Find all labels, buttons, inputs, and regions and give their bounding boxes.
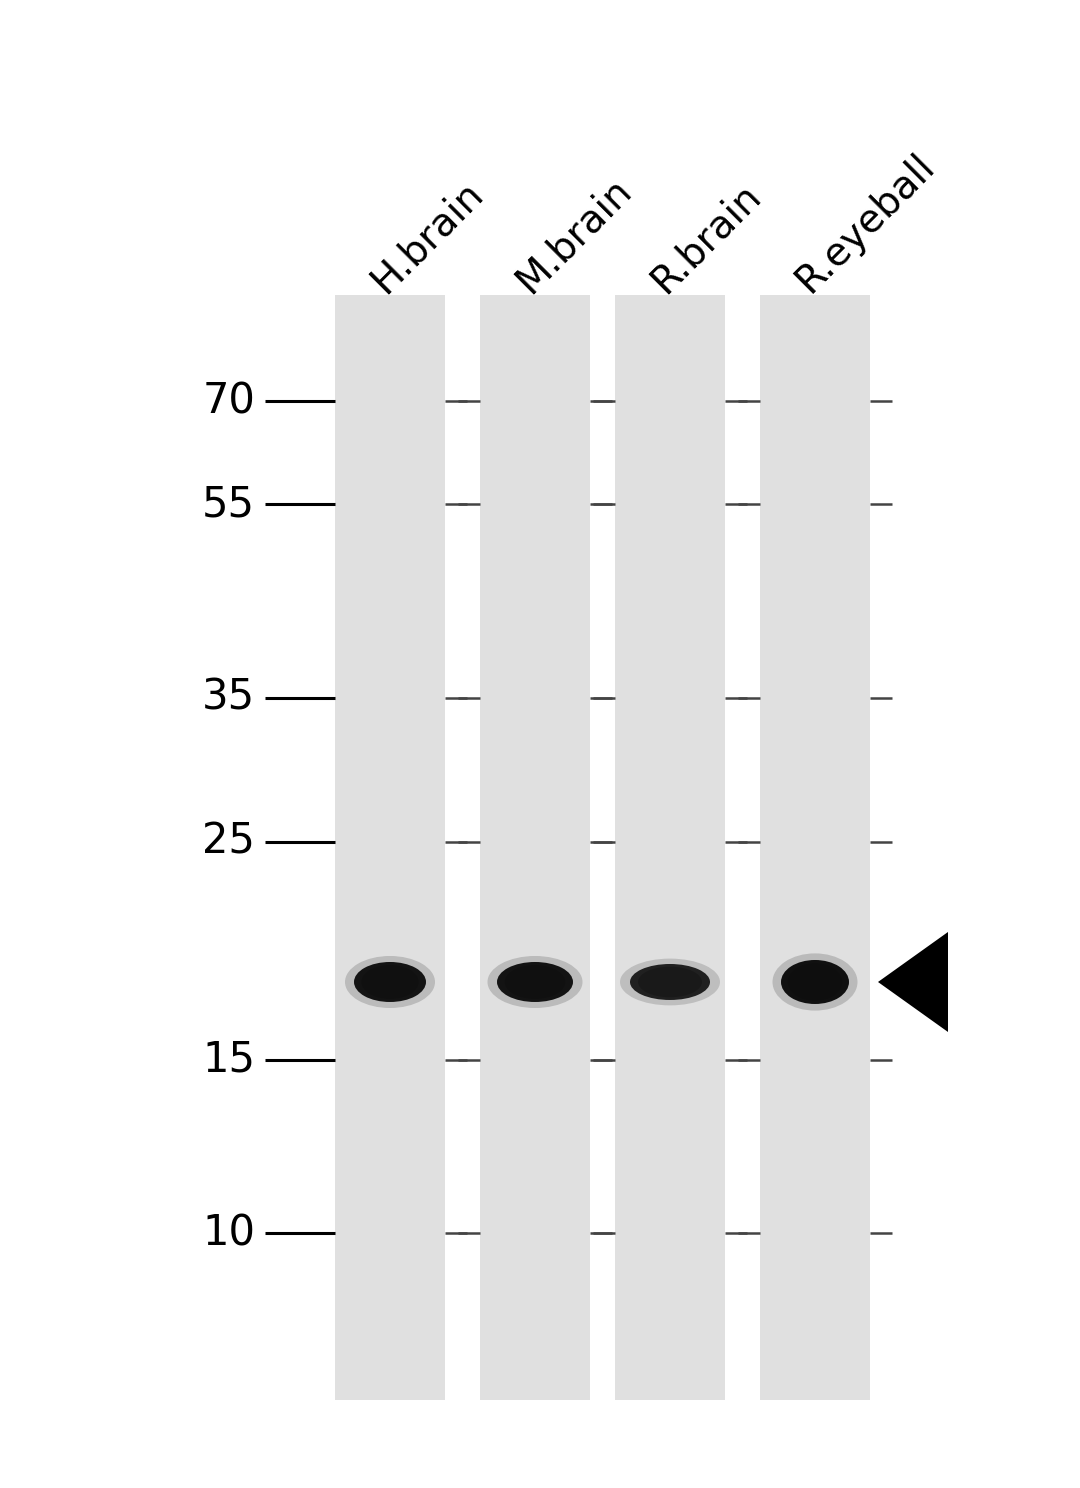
Bar [335, 295, 445, 1400]
Text: M.brain: M.brain [508, 170, 638, 301]
Polygon shape [878, 931, 948, 1033]
Ellipse shape [772, 954, 858, 1010]
Text: 35: 35 [202, 677, 255, 719]
Ellipse shape [504, 966, 566, 998]
Bar [615, 295, 725, 1400]
Text: 15: 15 [202, 1039, 255, 1080]
Ellipse shape [361, 966, 419, 998]
Bar [760, 295, 870, 1400]
Ellipse shape [787, 963, 842, 1001]
Text: 10: 10 [202, 1213, 255, 1254]
Text: R.eyeball: R.eyeball [788, 146, 942, 301]
Ellipse shape [345, 955, 435, 1007]
Ellipse shape [630, 964, 710, 1000]
Text: 25: 25 [202, 820, 255, 863]
Text: 55: 55 [202, 484, 255, 525]
Ellipse shape [620, 958, 720, 1006]
Ellipse shape [487, 955, 582, 1007]
Ellipse shape [638, 967, 702, 997]
Text: H.brain: H.brain [363, 174, 489, 301]
Ellipse shape [354, 961, 426, 1001]
Text: 70: 70 [202, 379, 255, 423]
Bar [480, 295, 590, 1400]
Ellipse shape [497, 961, 573, 1001]
Ellipse shape [781, 960, 849, 1004]
Text: R.brain: R.brain [643, 176, 768, 301]
